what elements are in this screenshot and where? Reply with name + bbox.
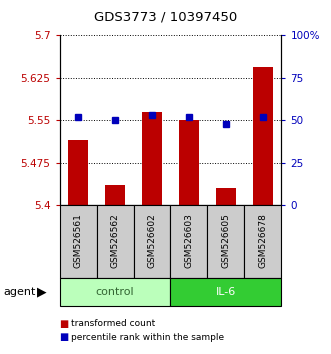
Text: GSM526562: GSM526562 <box>111 213 119 268</box>
Bar <box>244 205 281 278</box>
Bar <box>68 140 88 205</box>
Bar <box>60 205 97 278</box>
Text: ■: ■ <box>60 332 69 342</box>
Text: IL-6: IL-6 <box>216 287 236 297</box>
Bar <box>133 205 170 278</box>
Bar <box>97 205 133 278</box>
Text: GSM526603: GSM526603 <box>184 213 193 268</box>
Bar <box>253 67 273 205</box>
Bar <box>105 185 125 205</box>
Text: transformed count: transformed count <box>71 319 156 329</box>
Text: GSM526678: GSM526678 <box>259 213 267 268</box>
Bar <box>170 205 208 278</box>
Text: GDS3773 / 10397450: GDS3773 / 10397450 <box>94 10 237 23</box>
Bar <box>208 205 244 278</box>
Text: agent: agent <box>3 287 36 297</box>
Text: GSM526561: GSM526561 <box>73 213 82 268</box>
Text: ■: ■ <box>60 319 69 329</box>
Text: control: control <box>96 287 134 297</box>
Bar <box>179 120 199 205</box>
Text: percentile rank within the sample: percentile rank within the sample <box>71 332 224 342</box>
Text: ▶: ▶ <box>36 286 46 298</box>
Text: GSM526605: GSM526605 <box>221 213 230 268</box>
Bar <box>216 188 236 205</box>
Bar <box>142 112 162 205</box>
Text: GSM526602: GSM526602 <box>148 213 157 268</box>
Bar <box>60 278 170 306</box>
Bar <box>170 278 281 306</box>
